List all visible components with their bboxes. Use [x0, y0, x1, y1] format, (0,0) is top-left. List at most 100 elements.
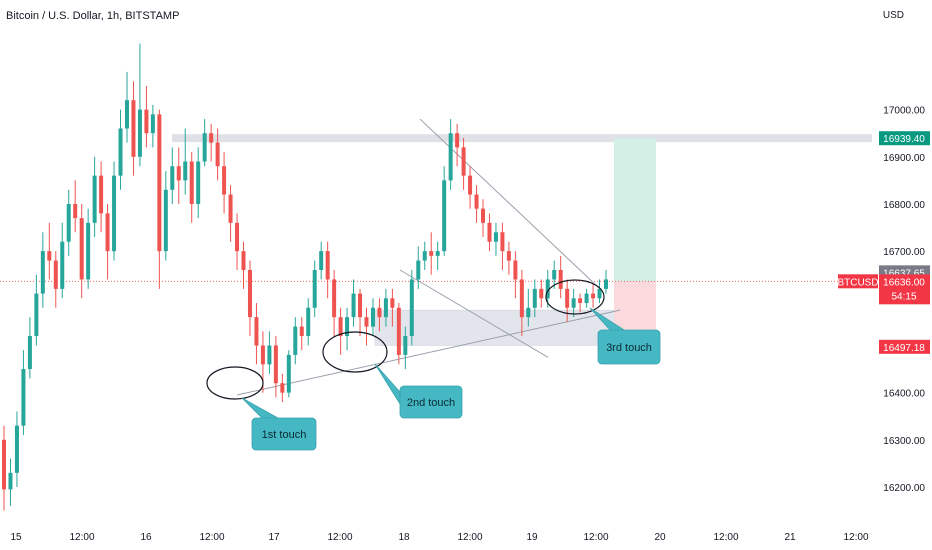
candle-body — [105, 213, 110, 252]
candle-body — [73, 203, 78, 219]
candle-body — [222, 166, 227, 195]
y-tick-label: 16300.00 — [883, 436, 925, 447]
candle-body — [27, 336, 32, 370]
current-price-tag — [879, 274, 930, 305]
candle-body — [506, 251, 511, 261]
candle-body — [390, 298, 395, 308]
candle-body — [280, 383, 285, 393]
candle-body — [403, 336, 408, 355]
candle-body — [319, 251, 324, 270]
y-tick-label: 16800.00 — [883, 200, 925, 211]
candle-body — [273, 345, 278, 384]
candle-body — [299, 326, 304, 337]
candle-body — [47, 251, 52, 261]
callout-2nd-touch-tail — [374, 363, 401, 406]
candle-body — [584, 293, 589, 304]
candle-body — [448, 133, 453, 181]
candle-body — [377, 307, 382, 318]
candle-body — [519, 279, 524, 318]
candle-body — [202, 133, 207, 162]
candle-body — [429, 251, 434, 256]
candle-body — [435, 251, 440, 256]
y-tick-label: 16900.00 — [883, 153, 925, 164]
chart-title: Bitcoin / U.S. Dollar, 1h, BITSTAMP — [6, 10, 180, 22]
descending-channel-line — [399, 269, 549, 358]
candle-body — [481, 208, 486, 223]
resistance-price-tag — [879, 131, 930, 146]
candle-body — [558, 270, 563, 289]
candle-body — [338, 317, 343, 337]
candle-body — [170, 166, 175, 190]
candle-body — [150, 114, 155, 134]
callout-2nd-touch — [399, 385, 463, 419]
current-price-tag-label: 16636.00 — [883, 277, 925, 288]
candle-body — [487, 222, 492, 242]
x-tick-label: 15 — [10, 532, 22, 543]
axes-layer: 17000.00 16900.00 16800.00 16700.00 16400.00… — [10, 10, 930, 543]
candle-body — [597, 288, 602, 299]
callout-1st-touch — [251, 417, 317, 451]
candle-body — [526, 307, 531, 318]
x-tick-label: 17 — [268, 532, 280, 543]
candle-body — [513, 260, 518, 280]
candle-body — [545, 279, 550, 299]
candle-body — [183, 161, 188, 181]
candle-body — [468, 175, 473, 195]
candle-body — [500, 232, 505, 252]
candle-body — [34, 293, 39, 337]
stop-price-tag — [879, 339, 930, 354]
candle-body — [358, 293, 363, 318]
candle-body — [189, 161, 194, 204]
candle-body — [591, 293, 596, 299]
candle-body — [364, 317, 369, 327]
candle-body — [196, 161, 201, 204]
x-tick-label: 12:00 — [713, 532, 738, 543]
x-tick-label: 18 — [398, 532, 410, 543]
candle-body — [455, 133, 460, 148]
symbol-tag — [838, 274, 878, 289]
candle-body — [8, 472, 13, 490]
candle-body — [99, 175, 104, 214]
candle-body — [474, 194, 479, 209]
candles-layer — [2, 43, 608, 511]
candle-body — [351, 293, 356, 318]
candle-body — [241, 251, 246, 270]
callout-1st-touch-label: 1st touch — [262, 429, 307, 441]
y-tick-label: 17000.00 — [883, 106, 925, 117]
annotations-layer: 1st touch 2nd touch 3rd touch — [206, 279, 661, 451]
y-tick-label: 16400.00 — [883, 389, 925, 400]
candle-body — [215, 142, 220, 167]
candle-body — [112, 175, 117, 252]
candle-body — [254, 317, 259, 346]
candle-body — [53, 260, 58, 289]
x-tick-label: 19 — [526, 532, 538, 543]
candle-body — [345, 317, 350, 337]
candle-body — [157, 114, 162, 252]
stop-price-tag-label: 16497.18 — [883, 343, 925, 354]
candle-body — [86, 222, 91, 280]
x-tick-label: 12:00 — [457, 532, 482, 543]
candle-body — [247, 270, 252, 318]
x-tick-label: 21 — [784, 532, 796, 543]
touch-circle-1 — [206, 366, 264, 400]
candle-body — [176, 166, 181, 181]
candle-body — [332, 279, 337, 318]
y-axis-unit: USD — [883, 10, 904, 21]
candle-body — [442, 180, 447, 252]
x-tick-label: 12:00 — [69, 532, 94, 543]
candle-body — [60, 241, 65, 289]
candle-body — [144, 109, 149, 134]
x-tick-label: 12:00 — [327, 532, 352, 543]
candle-body — [416, 260, 421, 280]
candle-body — [267, 345, 272, 365]
candle-body — [2, 439, 6, 490]
candle-body — [163, 189, 168, 252]
candle-body — [461, 147, 466, 176]
candle-body — [604, 279, 608, 289]
candle-body — [578, 298, 583, 304]
x-tick-label: 12:00 — [843, 532, 868, 543]
candle-body — [79, 218, 84, 280]
candle-body — [539, 288, 544, 299]
candle-body — [552, 270, 557, 280]
